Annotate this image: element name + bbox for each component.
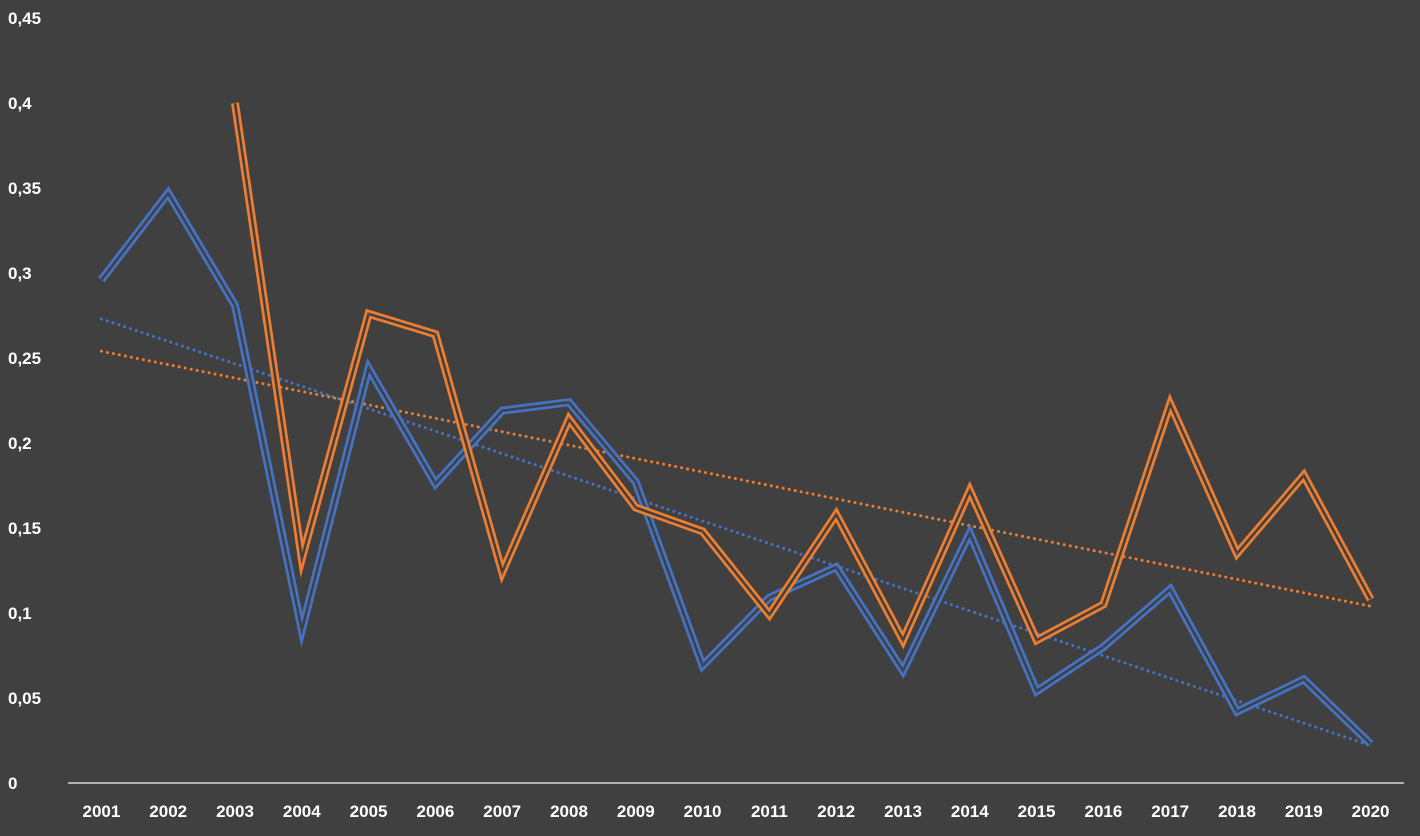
series-2-point [1370, 598, 1372, 600]
y-tick-label: 0,15 [8, 519, 41, 538]
series-2-point [1169, 403, 1171, 405]
series-2-point [501, 571, 503, 573]
series-2-point [234, 102, 236, 104]
y-tick-label: 0,2 [8, 434, 32, 453]
series-2-point [1236, 553, 1238, 554]
series-1-point [234, 304, 236, 306]
series-1-point [902, 670, 904, 672]
series-1-point [1236, 711, 1238, 713]
series-1-point [501, 410, 503, 412]
y-tick-label: 0,35 [8, 179, 41, 198]
x-tick-label: 2020 [1352, 802, 1390, 821]
x-tick-label: 2011 [751, 802, 788, 821]
series-2-line [231, 102, 1375, 650]
x-tick-label: 2006 [416, 802, 454, 821]
x-tick-label: 2013 [884, 802, 922, 821]
series-2-point [768, 614, 770, 616]
series-2-point [1102, 604, 1104, 605]
x-tick-label: 2009 [617, 802, 655, 821]
series-1-point [568, 401, 570, 403]
series-2-point [635, 507, 637, 509]
series-1-point [835, 566, 837, 568]
x-tick-label: 2019 [1285, 802, 1323, 821]
trendlines [99, 317, 1373, 748]
series-2-point [902, 639, 904, 641]
y-tick-label: 0,3 [8, 264, 32, 283]
trendline-series-2 [99, 349, 1373, 608]
y-tick-label: 0 [8, 774, 17, 793]
series-1-point [1036, 690, 1038, 692]
y-axis-tick-labels: 0 0,05 0,1 0,15 0,2 0,25 0,3 0,35 0,4 0,45 [8, 9, 41, 793]
series-1-point [1303, 678, 1305, 680]
x-tick-label: 2005 [350, 802, 388, 821]
y-tick-label: 0,25 [8, 349, 41, 368]
series-1-point [702, 665, 704, 667]
series-1-point [1102, 646, 1104, 648]
x-tick-label: 2001 [82, 802, 120, 821]
trendline-series-1 [99, 317, 1373, 748]
x-tick-label: 2015 [1018, 802, 1056, 821]
y-tick-label: 0,4 [8, 94, 32, 113]
x-tick-label: 2004 [283, 802, 321, 821]
series-1-point [301, 629, 303, 631]
series-2-line-inner [233, 102, 1372, 644]
series-2-point [301, 558, 303, 560]
series-2-point [1036, 639, 1038, 641]
x-tick-label: 2003 [216, 802, 254, 821]
series-1-line-inner [100, 190, 1372, 745]
x-tick-label: 2008 [550, 802, 588, 821]
series-1-point [434, 483, 436, 485]
x-axis-tick-labels: 2001 2002 2003 2004 2005 2006 2007 2008 2009 2010… [82, 802, 1389, 821]
series-2-point [368, 313, 370, 315]
y-tick-label: 0,05 [8, 689, 41, 708]
x-tick-label: 2017 [1151, 802, 1189, 821]
series-2-point [434, 333, 436, 335]
series-1-point [1370, 743, 1372, 745]
series-1-point [1169, 588, 1171, 590]
x-tick-label: 2007 [483, 802, 521, 821]
series-2-point [702, 530, 704, 532]
y-tick-label: 0,45 [8, 9, 41, 28]
x-tick-label: 2010 [684, 802, 722, 821]
y-tick-label: 0,1 [8, 604, 32, 623]
series-1-point [635, 481, 637, 483]
series-2-point [969, 490, 971, 492]
series-2-point [568, 418, 570, 420]
series-1-point [969, 532, 971, 534]
series-1-point [768, 597, 770, 599]
series-1-point [368, 367, 370, 369]
x-tick-label: 2002 [149, 802, 187, 821]
series-1-point [100, 279, 102, 281]
x-tick-label: 2012 [817, 802, 855, 821]
x-tick-label: 2016 [1084, 802, 1122, 821]
x-tick-label: 2014 [951, 802, 989, 821]
series-lines [98, 102, 1375, 747]
series-1-point [167, 192, 169, 194]
series-2-point [835, 513, 837, 515]
series-2-point [1303, 474, 1305, 476]
x-tick-label: 2018 [1218, 802, 1256, 821]
